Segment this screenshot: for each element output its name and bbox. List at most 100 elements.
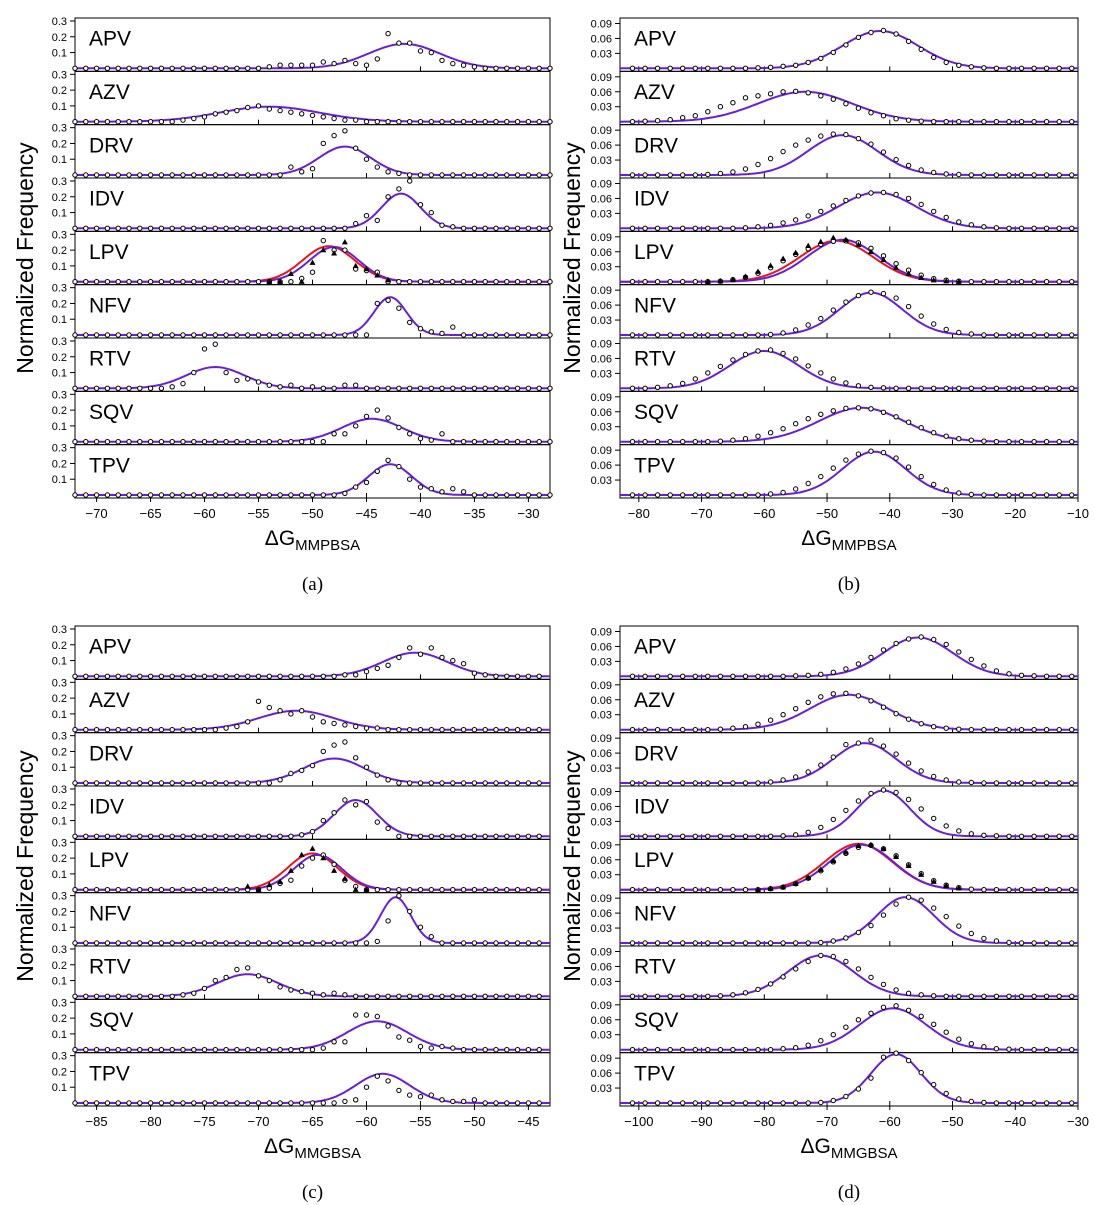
data-point: [288, 1100, 294, 1106]
data-point: [169, 1100, 175, 1106]
data-point: [493, 225, 499, 232]
data-point: [450, 279, 456, 285]
data-point: [169, 1047, 175, 1053]
data-point: [717, 332, 724, 338]
data-point: [943, 641, 949, 648]
data-point: [855, 661, 862, 667]
data-point: [514, 887, 521, 893]
data-point: [918, 897, 924, 903]
data-point: [439, 330, 445, 337]
data-point: [299, 385, 305, 391]
data-point: [417, 887, 424, 893]
data-point: [536, 65, 542, 72]
data-point: [717, 1100, 724, 1106]
data-point: [536, 727, 542, 733]
data-point: [223, 172, 229, 178]
data-point: [692, 332, 698, 338]
data-point: [104, 1100, 111, 1106]
data-point: [767, 331, 774, 338]
data-point: [805, 958, 811, 965]
data-point: [525, 225, 532, 232]
data-point: [417, 435, 424, 442]
data-point: [504, 172, 510, 178]
y-tick-label: 0.06: [591, 87, 612, 99]
data-point: [730, 169, 736, 175]
data-point: [780, 777, 786, 783]
data-point: [137, 993, 143, 999]
data-point: [428, 329, 434, 335]
data-point: [705, 780, 711, 786]
data-point: [309, 940, 316, 946]
data-point: [104, 993, 111, 999]
data-point: [471, 279, 478, 285]
data-point: [536, 673, 542, 679]
data-point: [956, 1036, 962, 1042]
data-point: [667, 117, 673, 123]
data-point: [855, 929, 862, 936]
data-point: [818, 208, 824, 215]
data-point: [212, 332, 219, 338]
y-tick-label: 0.1: [52, 709, 67, 721]
figure-panels: 0.10.20.3APV0.10.20.3AZV0.10.20.3DRV0.10…: [12, 16, 1089, 1203]
data-point: [793, 966, 799, 972]
data-point: [830, 1097, 836, 1104]
data-point: [855, 966, 862, 972]
data-point: [547, 65, 553, 72]
data-point: [514, 279, 521, 285]
data-point: [309, 62, 316, 68]
data-point: [223, 332, 229, 338]
data-point: [104, 780, 111, 786]
subplot-frame: [619, 390, 1079, 446]
data-point: [299, 673, 305, 679]
data-point: [818, 473, 824, 480]
data-point: [223, 492, 229, 498]
data-point: [482, 279, 488, 285]
panel-caption: (b): [838, 574, 860, 595]
data-point: [536, 492, 542, 498]
data-point: [104, 119, 111, 125]
data-point: [245, 673, 251, 679]
data-point: [471, 385, 478, 391]
data-point-triangle: [266, 881, 273, 888]
data-point: [654, 279, 661, 285]
data-point: [1006, 727, 1012, 733]
data-point: [309, 714, 316, 720]
data-point: [234, 172, 240, 178]
data-point: [780, 489, 786, 496]
data-point: [843, 42, 849, 48]
data-point: [818, 694, 824, 700]
data-point: [843, 666, 849, 672]
data-point: [893, 31, 899, 37]
data-point: [805, 672, 811, 678]
data-point: [843, 935, 849, 941]
data-point: [1056, 887, 1062, 893]
data-point: [525, 833, 532, 839]
data-point-triangle: [352, 886, 359, 892]
data-point: [1056, 833, 1062, 839]
data-point: [1006, 780, 1012, 786]
data-point: [905, 162, 912, 169]
data-point: [642, 65, 648, 72]
y-tick-label: 0.2: [52, 906, 67, 918]
data-point: [493, 1100, 499, 1106]
data-point: [642, 780, 648, 786]
data-point: [147, 492, 154, 498]
data-point: [818, 671, 824, 677]
data-point: [277, 708, 283, 714]
data-point: [158, 727, 165, 733]
data-point: [918, 425, 924, 431]
data-point: [245, 940, 251, 946]
data-point: [868, 384, 874, 390]
data-point: [407, 645, 413, 651]
fit-curve-blue: [620, 406, 1078, 443]
data-point: [893, 711, 899, 717]
y-tick-label: 0.06: [591, 748, 612, 760]
data-point: [309, 855, 316, 861]
data-point-triangle: [298, 278, 305, 284]
data-point: [717, 104, 724, 110]
data-point: [277, 172, 283, 178]
data-point: [93, 492, 100, 498]
data-point: [717, 363, 724, 370]
y-tick-label: 0.09: [591, 893, 612, 905]
